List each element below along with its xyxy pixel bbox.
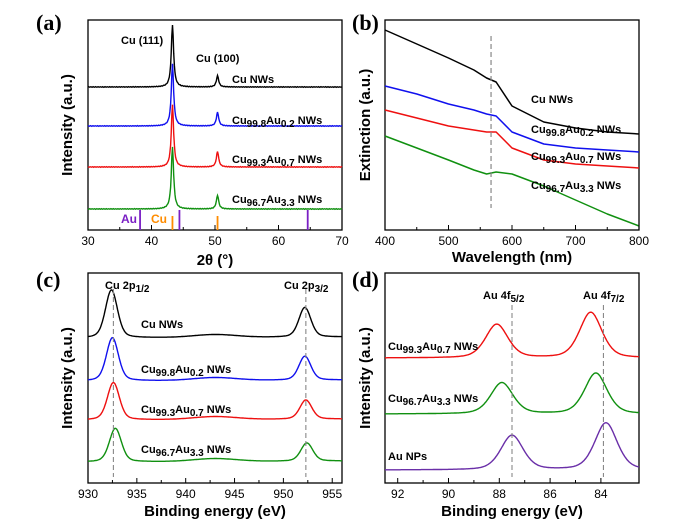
- panel-b: (b) 400 500 600 700 800 Cu NWs Cu99.8Au0.2 N…: [352, 10, 649, 266]
- series-label-a-2: Cu99.8Au0.2 NWs: [232, 115, 322, 130]
- xrd-line: [87, 63, 342, 128]
- x-tick-label: 60: [272, 234, 286, 248]
- x-tick-label: 950: [273, 487, 293, 501]
- extinction-line: [384, 85, 640, 153]
- ref-label-au: Au: [121, 212, 137, 226]
- panel-label-b: (b): [352, 10, 379, 35]
- x-tick-label: 955: [322, 487, 342, 501]
- extinction-line: [384, 109, 640, 169]
- xps-au-line: [385, 311, 639, 359]
- series-label-d-3: Au NPs: [388, 451, 427, 463]
- reference-lines-a: [139, 210, 309, 230]
- x-tick-label: 70: [335, 234, 349, 248]
- x-tick-label: 88: [493, 487, 507, 501]
- series-label-a-3: Cu99.3Au0.7 NWs: [232, 154, 322, 169]
- peak-label-cu2p12: Cu 2p1/2: [105, 280, 150, 295]
- x-tick-label: 40: [145, 234, 159, 248]
- x-tick-label: 500: [438, 234, 458, 248]
- plot-frame-d: [384, 272, 640, 484]
- series-label-a-4: Cu96.7Au3.3 NWs: [232, 194, 322, 209]
- y-axis-label-a: Intensity (a.u.): [59, 74, 76, 176]
- series-group-c: [87, 289, 342, 477]
- x-tick-label: 935: [127, 487, 147, 501]
- xrd-line: [87, 104, 343, 169]
- x-tick-label: 945: [225, 487, 245, 501]
- ref-label-cu: Cu: [151, 212, 167, 226]
- series-label-d-1: Cu99.3Au0.7 NWs: [388, 341, 478, 356]
- peak-label-au4f52: Au 4f5/2: [483, 290, 525, 305]
- plot-frame-c: [87, 272, 343, 484]
- ticks-d: 92 90 88 86 84: [391, 478, 608, 501]
- xps-cu-line: [88, 381, 342, 420]
- y-axis-label-c: Intensity (a.u.): [59, 327, 76, 429]
- series-group-b: [384, 29, 640, 227]
- x-axis-label-c: Binding energy (eV): [144, 503, 286, 520]
- xrd-line: [87, 146, 343, 211]
- x-tick-label: 940: [176, 487, 196, 501]
- series-label-c-4: Cu96.7Au3.3 NWs: [141, 444, 231, 459]
- x-axis-label-a: 2θ (°): [197, 252, 234, 269]
- extinction-line: [384, 29, 640, 135]
- peak-label-cu111: Cu (111): [121, 35, 164, 47]
- ticks-c: 930 935 940 945 950 955: [78, 478, 343, 501]
- xrd-line: [87, 24, 343, 89]
- peak-label-au4f72: Au 4f7/2: [583, 290, 625, 305]
- y-axis-label-b: Extinction (a.u.): [357, 69, 374, 182]
- series-label-b-3: Cu99.3Au0.7 NWs: [531, 151, 621, 166]
- series-label-b-2: Cu99.8Au0.2 NWs: [531, 124, 621, 139]
- x-tick-label: 930: [78, 487, 98, 501]
- xps-cu-line: [88, 427, 342, 462]
- panel-label-a: (a): [36, 10, 62, 35]
- xps-cu-line: [87, 289, 342, 338]
- x-tick-label: 400: [375, 234, 395, 248]
- x-axis-label-d: Binding energy (eV): [441, 503, 583, 520]
- series-group-a: [87, 24, 343, 211]
- x-tick-label: 86: [543, 487, 557, 501]
- panel-label-d: (d): [352, 267, 379, 292]
- peak-label-cu2p32: Cu 2p3/2: [284, 280, 329, 295]
- series-label-b-1: Cu NWs: [531, 94, 573, 106]
- x-tick-label: 90: [442, 487, 456, 501]
- extinction-line: [384, 135, 640, 227]
- series-group-d: [385, 305, 640, 477]
- panel-label-c: (c): [36, 267, 60, 292]
- x-tick-label: 600: [502, 234, 522, 248]
- panel-a: (a) 30 40 50 60 70 Cu (111) Cu (100) Cu NWs …: [36, 10, 349, 269]
- y-axis-label-d: Intensity (a.u.): [357, 327, 374, 429]
- x-tick-label: 700: [565, 234, 585, 248]
- x-axis-label-b: Wavelength (nm): [452, 249, 572, 266]
- xps-cu-line: [87, 336, 342, 381]
- series-label-c-3: Cu99.3Au0.7 NWs: [141, 404, 231, 419]
- ticks-a: 30 40 50 60 70: [81, 225, 349, 248]
- series-label-c-1: Cu NWs: [141, 319, 183, 331]
- peak-label-cu100: Cu (100): [196, 53, 240, 65]
- series-label-a-1: Cu NWs: [232, 74, 274, 86]
- panel-c: (c) 930 935 940 945 950 955 Cu 2p1/2 Cu 2p3/2…: [36, 267, 343, 520]
- series-label-c-2: Cu99.8Au0.2 NWs: [141, 364, 231, 379]
- x-tick-label: 92: [391, 487, 405, 501]
- series-label-d-2: Cu96.7Au3.3 NWs: [388, 393, 478, 408]
- x-tick-label: 800: [629, 234, 649, 248]
- panel-d: (d) 92 90 88 86 84 Au 4f5/2 Au 4f7/2 Cu99.3A…: [352, 267, 640, 520]
- ticks-b: 400 500 600 700 800: [375, 225, 649, 248]
- series-label-b-4: Cu96.7Au3.3 NWs: [531, 180, 621, 195]
- x-tick-label: 30: [81, 234, 95, 248]
- x-tick-label: 84: [594, 487, 608, 501]
- x-tick-label: 50: [208, 234, 222, 248]
